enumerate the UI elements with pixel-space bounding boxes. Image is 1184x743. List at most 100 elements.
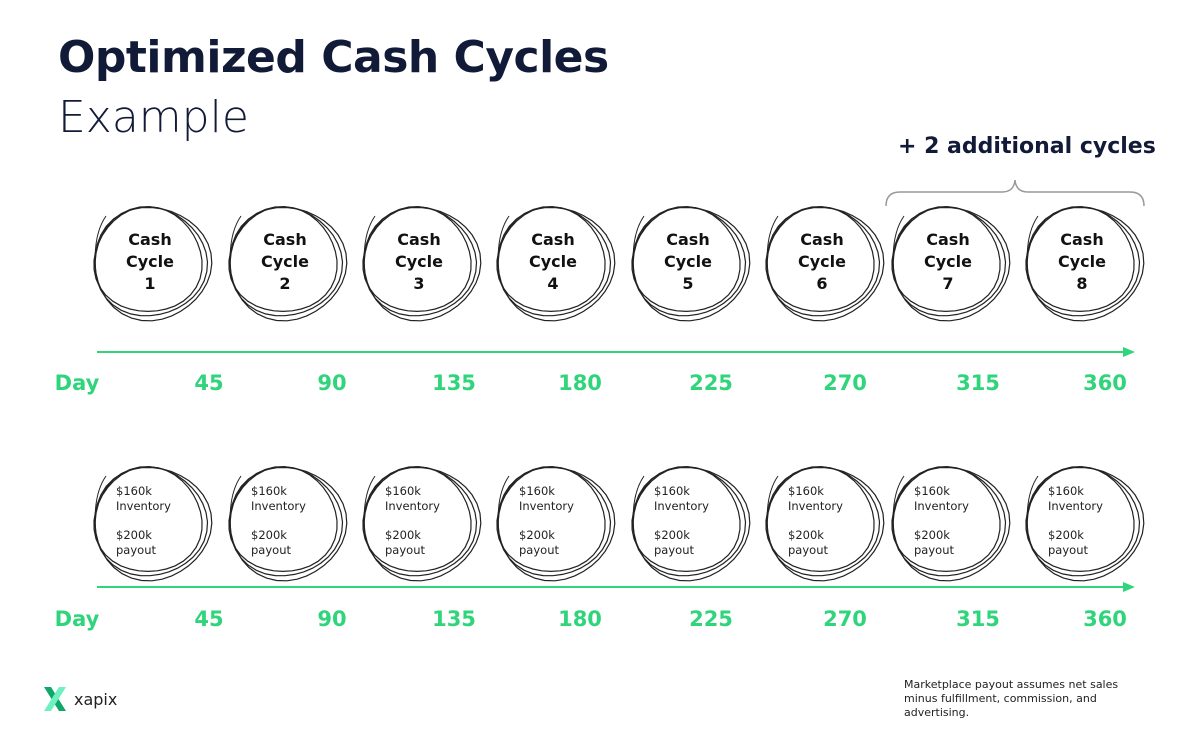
cycle-number: 1: [144, 274, 156, 293]
cycle-label-line2: Cycle: [126, 252, 174, 271]
cycle-label-line2: Cycle: [395, 252, 443, 271]
payout-cycle-1: $160k Inventory $200k payout: [93, 466, 213, 582]
day-tick-315: 315: [956, 607, 1000, 631]
additional-cycles-label: + 2 additional cycles: [898, 134, 1156, 159]
day-tick-360: 360: [1083, 371, 1127, 395]
payout-amount: $200k: [914, 528, 950, 542]
day-tick-45: 45: [194, 371, 224, 395]
inventory-label: Inventory: [116, 499, 171, 513]
payout-label: payout: [1048, 543, 1088, 557]
day-tick-315: 315: [956, 371, 1000, 395]
inventory-label: Inventory: [788, 499, 843, 513]
cycle-label-line2: Cycle: [1058, 252, 1106, 271]
cycle-label-line1: Cash: [531, 230, 575, 249]
inventory-label: Inventory: [1048, 499, 1103, 513]
inventory-amount: $160k: [251, 484, 287, 498]
cycle-label-line1: Cash: [926, 230, 970, 249]
cash-cycle-2: Cash Cycle 2: [228, 206, 348, 322]
scribble-circle-icon: [93, 466, 213, 582]
inventory-label: Inventory: [519, 499, 574, 513]
inventory-label: Inventory: [654, 499, 709, 513]
logo-text: xapix: [74, 689, 118, 709]
payout-amount: $200k: [654, 528, 690, 542]
payout-cycle-6: $160k Inventory $200k payout: [765, 466, 885, 582]
scribble-circle-icon: [891, 466, 1011, 582]
cash-cycle-1: Cash Cycle 1: [93, 206, 213, 322]
inventory-amount: $160k: [914, 484, 950, 498]
payout-label: payout: [914, 543, 954, 557]
cycle-label-line1: Cash: [397, 230, 441, 249]
brace-icon: [885, 179, 1145, 207]
payout-cycle-3: $160k Inventory $200k payout: [362, 466, 482, 582]
cash-cycle-5: Cash Cycle 5: [631, 206, 751, 322]
cash-cycle-8: Cash Cycle 8: [1025, 206, 1145, 322]
scribble-circle-icon: [765, 466, 885, 582]
payout-cycle-7: $160k Inventory $200k payout: [891, 466, 1011, 582]
payout-label: payout: [654, 543, 694, 557]
inventory-amount: $160k: [654, 484, 690, 498]
day-tick-45: 45: [194, 607, 224, 631]
scribble-circle-icon: [496, 206, 616, 322]
payout-amount: $200k: [385, 528, 421, 542]
scribble-circle-icon: [496, 466, 616, 582]
cash-cycle-7: Cash Cycle 7: [891, 206, 1011, 322]
day-tick-270: 270: [823, 607, 867, 631]
scribble-circle-icon: [228, 466, 348, 582]
cash-cycle-6: Cash Cycle 6: [765, 206, 885, 322]
day-label: Day: [54, 371, 100, 395]
page-subtitle: Example: [58, 92, 249, 143]
payout-cycle-4: $160k Inventory $200k payout: [496, 466, 616, 582]
payout-label: payout: [788, 543, 828, 557]
cycle-number: 8: [1076, 274, 1088, 293]
scribble-circle-icon: [765, 206, 885, 322]
cycle-label-line2: Cycle: [529, 252, 577, 271]
cycle-number: 7: [942, 274, 954, 293]
payout-amount: $200k: [788, 528, 824, 542]
payout-cycle-5: $160k Inventory $200k payout: [631, 466, 751, 582]
scribble-circle-icon: [228, 206, 348, 322]
day-label: Day: [54, 607, 100, 631]
timeline-arrow-bottom: [97, 582, 1135, 592]
scribble-circle-icon: [631, 466, 751, 582]
payout-amount: $200k: [519, 528, 555, 542]
cycle-number: 4: [547, 274, 559, 293]
day-tick-135: 135: [432, 607, 476, 631]
payout-cycle-8: $160k Inventory $200k payout: [1025, 466, 1145, 582]
payout-label: payout: [385, 543, 425, 557]
scribble-circle-icon: [891, 206, 1011, 322]
scribble-circle-icon: [1025, 466, 1145, 582]
cycle-label-line1: Cash: [800, 230, 844, 249]
page-title: Optimized Cash Cycles: [58, 32, 609, 83]
day-tick-90: 90: [317, 371, 347, 395]
day-tick-225: 225: [689, 371, 733, 395]
inventory-amount: $160k: [1048, 484, 1084, 498]
cycle-label-line2: Cycle: [798, 252, 846, 271]
payout-label: payout: [251, 543, 291, 557]
cycle-label-line1: Cash: [666, 230, 710, 249]
cycle-number: 3: [413, 274, 425, 293]
inventory-amount: $160k: [385, 484, 421, 498]
cash-cycle-4: Cash Cycle 4: [496, 206, 616, 322]
day-tick-135: 135: [432, 371, 476, 395]
inventory-label: Inventory: [914, 499, 969, 513]
day-tick-270: 270: [823, 371, 867, 395]
scribble-circle-icon: [631, 206, 751, 322]
day-tick-360: 360: [1083, 607, 1127, 631]
inventory-amount: $160k: [116, 484, 152, 498]
payout-label: payout: [116, 543, 156, 557]
day-tick-225: 225: [689, 607, 733, 631]
timeline-arrow-top: [97, 347, 1135, 357]
payout-amount: $200k: [1048, 528, 1084, 542]
scribble-circle-icon: [1025, 206, 1145, 322]
payout-amount: $200k: [251, 528, 287, 542]
cycle-label-line2: Cycle: [261, 252, 309, 271]
scribble-circle-icon: [362, 206, 482, 322]
xapix-logo-icon: [44, 687, 66, 711]
cycle-number: 6: [816, 274, 828, 293]
cycle-label-line1: Cash: [128, 230, 172, 249]
cycle-number: 5: [682, 274, 694, 293]
cycle-label-line1: Cash: [1060, 230, 1104, 249]
payout-cycle-2: $160k Inventory $200k payout: [228, 466, 348, 582]
scribble-circle-icon: [93, 206, 213, 322]
